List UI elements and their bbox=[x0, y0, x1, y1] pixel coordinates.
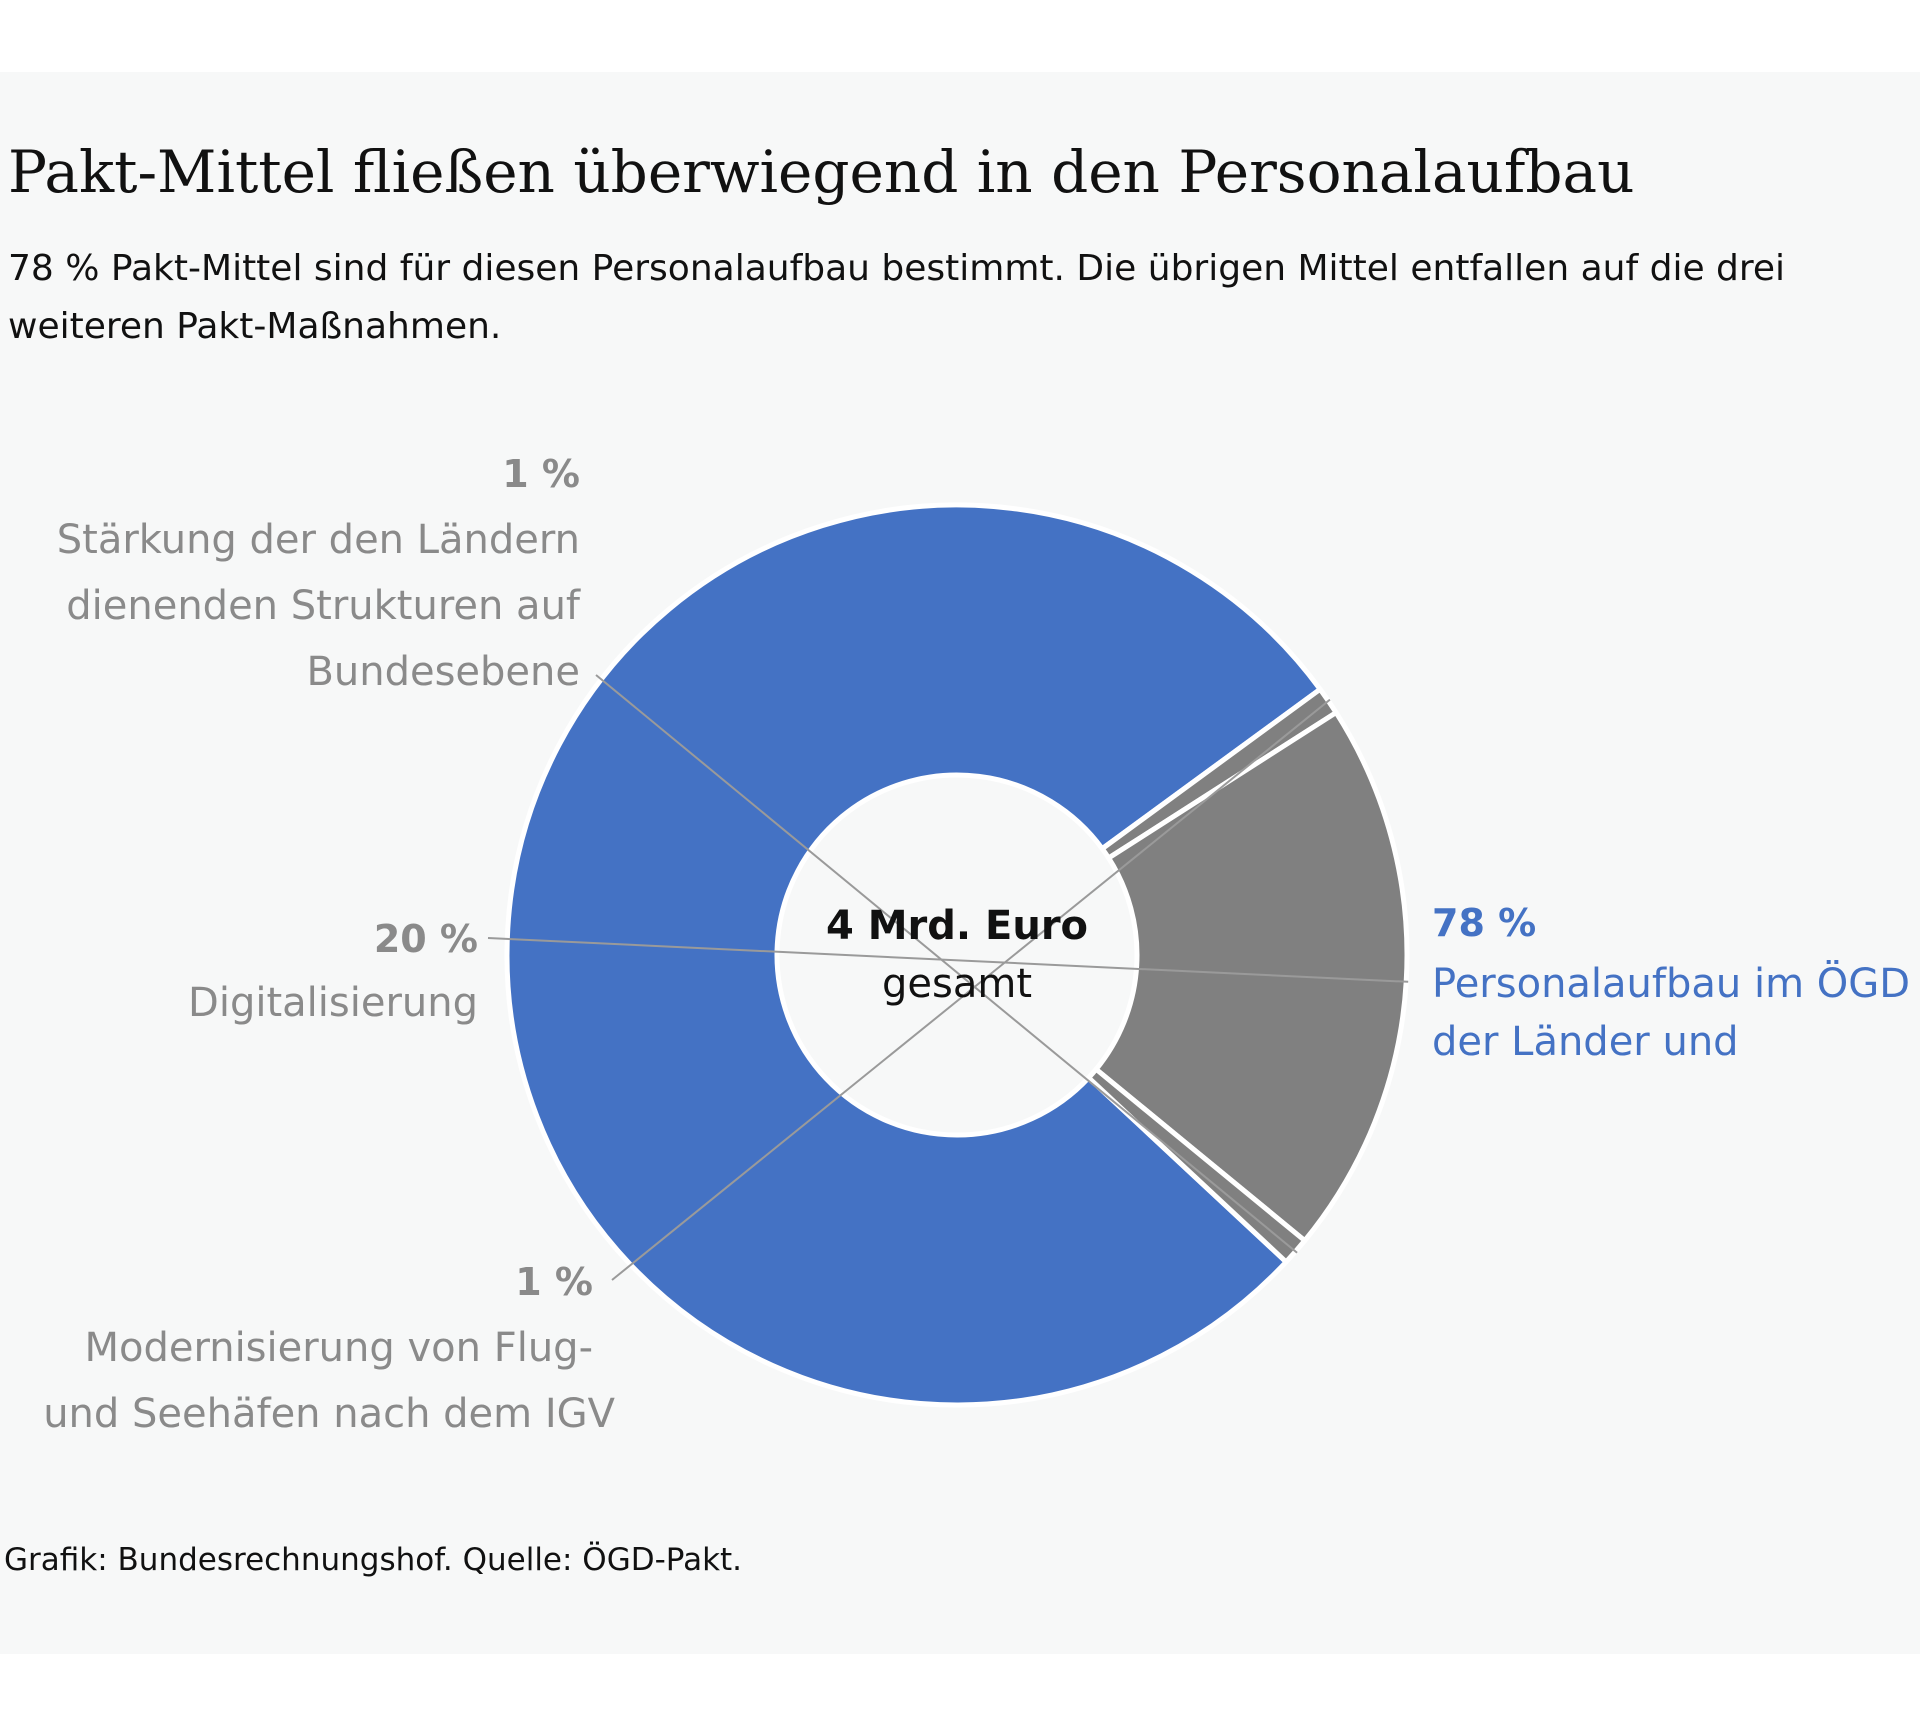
center-total-label: 4 Mrd. Euro bbox=[826, 903, 1088, 949]
center-total-sublabel: gesamt bbox=[882, 961, 1032, 1007]
chart-subtitle: 78 % Pakt-Mittel sind für diesen Persona… bbox=[8, 248, 1786, 347]
slice-label-personal-line1: Personalaufbau im ÖGD bbox=[1432, 959, 1910, 1007]
slice-label-digital-pct: 20 % bbox=[374, 917, 478, 961]
slice-label-personal-pct: 78 % bbox=[1432, 901, 1536, 945]
slice-label-digital-line1: Digitalisierung bbox=[188, 980, 478, 1026]
slice-label-bund-line2: dienenden Strukturen auf bbox=[66, 583, 581, 629]
donut-slices bbox=[504, 502, 1410, 1408]
slice-personal bbox=[504, 502, 1323, 1408]
leader-lines bbox=[487, 674, 1409, 1281]
leader-line-flughafen bbox=[611, 698, 1331, 1281]
slice-label-flughafen-pct: 1 % bbox=[515, 1260, 593, 1304]
slice-label-bund-line1: Stärkung der den Ländern bbox=[57, 517, 580, 563]
leader-line-bund bbox=[595, 674, 1298, 1254]
slice-label-flughafen-line2: und Seehäfen nach dem IGV bbox=[43, 1391, 615, 1437]
slice-label-flughafen-line1: Modernisierung von Flug- bbox=[84, 1325, 593, 1371]
slice-label-bund-line3: Bundesebene bbox=[306, 649, 580, 695]
slice-digital bbox=[1093, 710, 1410, 1244]
chart-source: Grafik: Bundesrechnungshof. Quelle: ÖGD-… bbox=[4, 1542, 743, 1578]
slice-label-bund-pct: 1 % bbox=[502, 452, 580, 496]
slice-label-personal-line2: der Länder und bbox=[1432, 1019, 1739, 1065]
leader-line-digital bbox=[487, 937, 1409, 983]
chart-title: Pakt-Mittel fließen überwiegend in den P… bbox=[8, 138, 1635, 206]
